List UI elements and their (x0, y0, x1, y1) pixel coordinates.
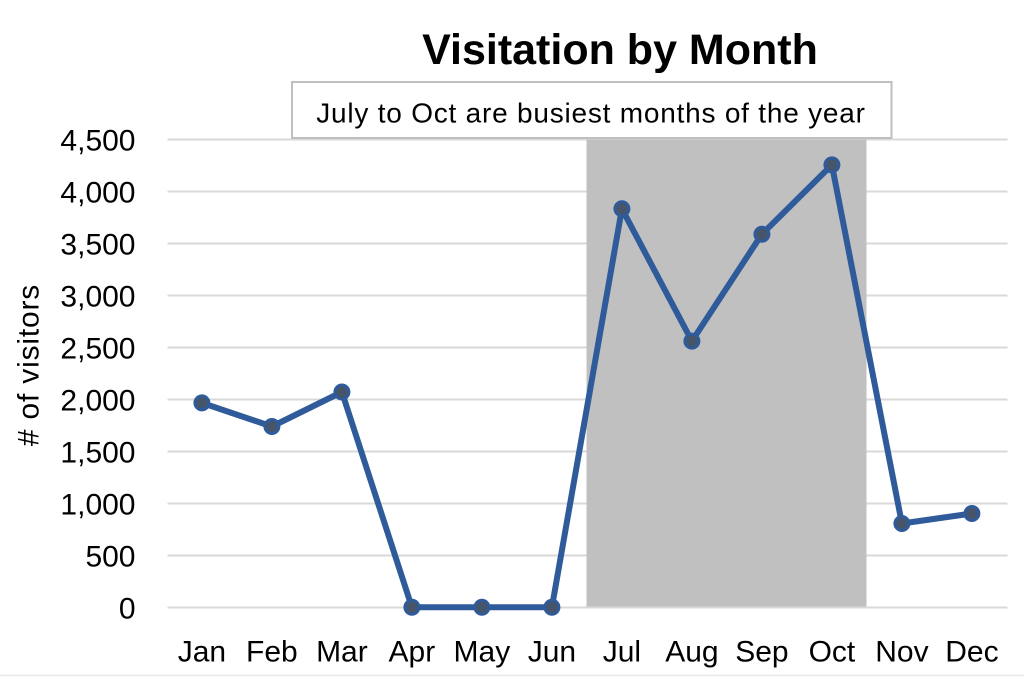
svg-text:500: 500 (85, 541, 135, 574)
svg-text:Jan: Jan (178, 636, 226, 669)
svg-text:Visitation by Month: Visitation by Month (422, 26, 818, 74)
svg-text:Mar: Mar (316, 636, 368, 669)
svg-text:Apr: Apr (389, 636, 436, 669)
svg-text:July to Oct are busiest months: July to Oct are busiest months of the ye… (316, 98, 865, 129)
svg-text:Dec: Dec (945, 636, 998, 669)
svg-text:Jul: Jul (603, 636, 641, 669)
svg-text:3,000: 3,000 (60, 281, 135, 314)
svg-text:Feb: Feb (246, 636, 298, 669)
svg-text:Aug: Aug (665, 636, 718, 669)
svg-text:4,500: 4,500 (60, 125, 135, 158)
svg-text:Oct: Oct (809, 636, 856, 669)
svg-text:Jun: Jun (528, 636, 576, 669)
svg-text:1,000: 1,000 (60, 489, 135, 522)
svg-text:1,500: 1,500 (60, 437, 135, 470)
svg-text:2,000: 2,000 (60, 385, 135, 418)
svg-text:# of visitors: # of visitors (13, 284, 46, 446)
svg-text:0: 0 (119, 593, 136, 626)
svg-text:May: May (454, 636, 511, 669)
svg-text:2,500: 2,500 (60, 333, 135, 366)
svg-text:Sep: Sep (735, 636, 788, 669)
svg-text:3,500: 3,500 (60, 229, 135, 262)
svg-text:4,000: 4,000 (60, 177, 135, 210)
svg-text:Nov: Nov (875, 636, 928, 669)
